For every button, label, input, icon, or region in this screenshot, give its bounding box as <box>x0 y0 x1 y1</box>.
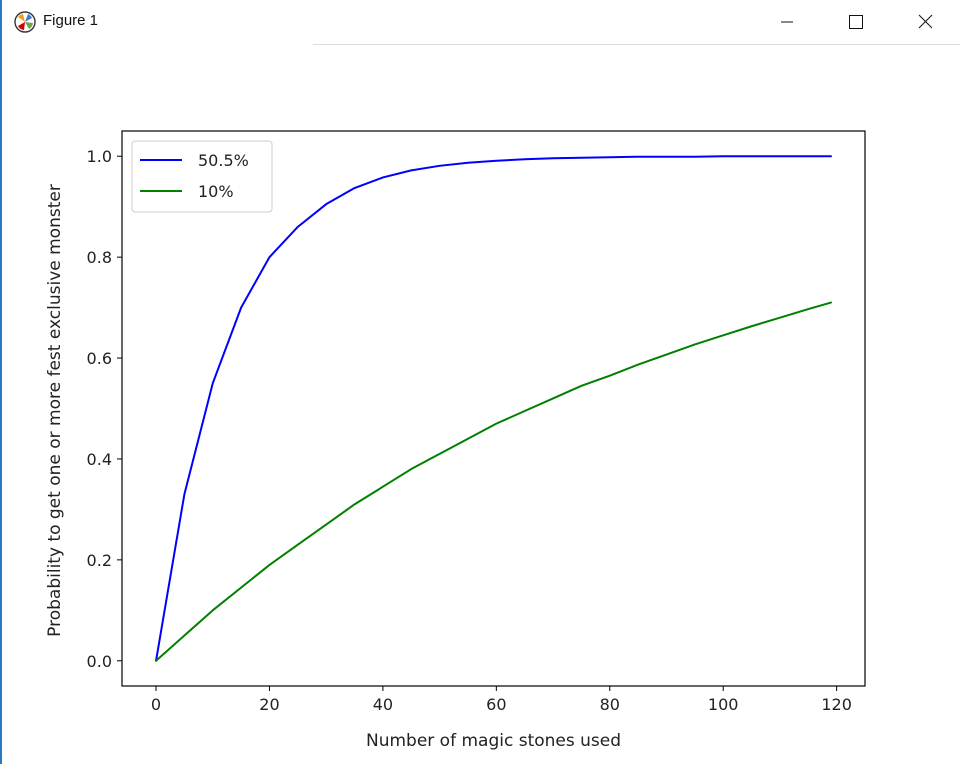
y-axis-label: Probability to get one or more fest excl… <box>45 184 65 637</box>
series-line-1 <box>155 301 832 662</box>
x-tick-label: 120 <box>821 695 852 714</box>
x-tick-label: 100 <box>708 695 739 714</box>
window-left-border <box>0 0 2 764</box>
maximize-icon <box>849 15 863 29</box>
legend-box <box>131 140 273 213</box>
x-tick-label: 0 <box>151 695 161 714</box>
title-bar[interactable]: Figure 1 <box>2 0 960 44</box>
series-line-0 <box>155 155 832 662</box>
minimize-button[interactable] <box>752 0 822 44</box>
x-tick-label: 20 <box>259 695 279 714</box>
plot-frame <box>121 130 866 687</box>
legend-label-1: 10% <box>198 182 234 201</box>
maximize-button[interactable] <box>820 0 890 44</box>
close-button[interactable] <box>890 0 960 44</box>
title-bar-divider <box>313 44 960 45</box>
window-title: Figure 1 <box>43 12 99 29</box>
matplotlib-icon <box>14 11 36 33</box>
minimize-icon <box>781 21 793 23</box>
x-axis-label: Number of magic stones used <box>366 731 621 751</box>
y-tick-label: 0.2 <box>87 551 112 570</box>
y-tick-label: 0.4 <box>87 450 112 469</box>
x-tick-label: 80 <box>600 695 620 714</box>
legend-label-0: 50.5% <box>198 151 249 170</box>
y-tick-label: 0.6 <box>87 349 112 368</box>
close-icon <box>918 14 933 29</box>
y-tick-label: 1.0 <box>87 147 112 166</box>
y-tick-label: 0.8 <box>87 248 112 267</box>
x-tick-label: 60 <box>486 695 506 714</box>
y-tick-label: 0.0 <box>87 652 112 671</box>
x-tick-label: 40 <box>373 695 393 714</box>
